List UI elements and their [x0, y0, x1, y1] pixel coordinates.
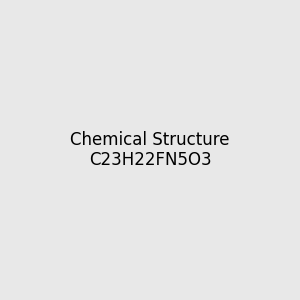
Text: Chemical Structure
C23H22FN5O3: Chemical Structure C23H22FN5O3: [70, 130, 230, 170]
